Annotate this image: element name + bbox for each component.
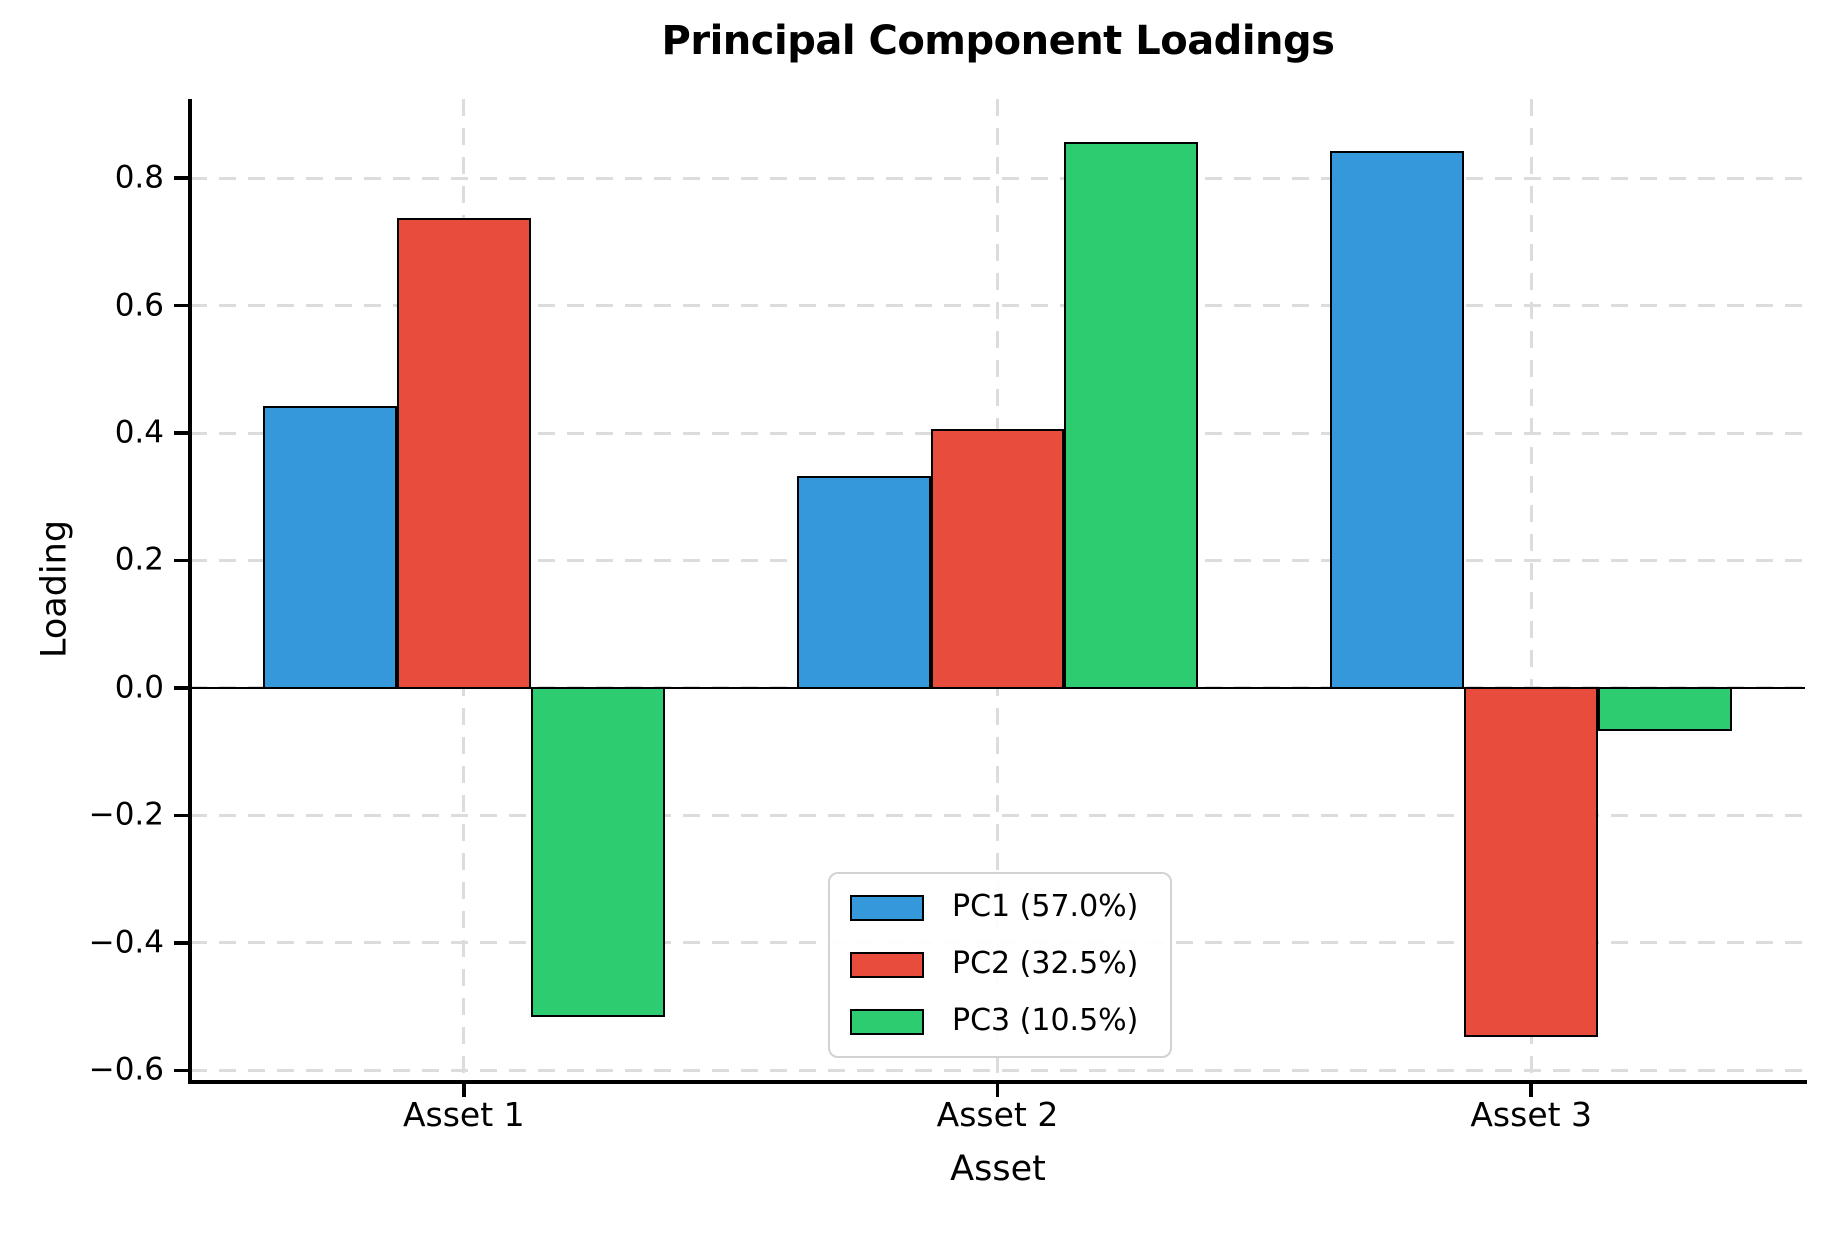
bar-pc1-asset-1 <box>262 406 397 690</box>
y-tick-label-0-2: 0.2 <box>114 541 164 578</box>
legend: PC1 (57.0%) PC2 (32.5%) PC3 (10.5%) <box>828 872 1172 1058</box>
legend-swatch-pc2-icon <box>850 952 924 978</box>
bar-pc1-asset-3 <box>1330 151 1465 690</box>
y-tick-mark-0-6 <box>174 1068 189 1073</box>
y-tick-label-0-2: −0.2 <box>88 796 164 833</box>
x-tick-mark-asset-1 <box>462 1083 466 1097</box>
bar-pc2-asset-3 <box>1464 686 1599 1037</box>
bar-pc3-asset-2 <box>1064 141 1199 690</box>
y-tick-label-0-6: −0.6 <box>88 1051 164 1088</box>
legend-swatch-pc3-icon <box>850 1008 924 1035</box>
y-tick-label-0-0: 0.0 <box>114 669 164 706</box>
x-tick-label-asset-3: Asset 3 <box>1470 1095 1593 1134</box>
y-tick-mark-0-2 <box>174 813 189 818</box>
chart-title: Principal Component Loadings <box>661 18 1335 64</box>
y-tick-mark-0-6 <box>174 303 189 308</box>
y-tick-label-0-4: −0.4 <box>88 924 164 961</box>
y-axis-spine <box>188 99 192 1083</box>
gridline-x-asset-3 <box>1529 99 1533 1080</box>
y-tick-label-0-4: 0.4 <box>114 414 164 451</box>
y-tick-label-0-8: 0.8 <box>114 159 164 196</box>
bar-pc1-asset-2 <box>796 476 931 690</box>
y-tick-mark-0-2 <box>174 558 189 563</box>
x-tick-label-asset-1: Asset 1 <box>402 1095 525 1134</box>
x-axis-spine <box>188 1080 1807 1084</box>
bar-pc2-asset-2 <box>930 428 1065 690</box>
y-tick-mark-0-4 <box>174 941 189 945</box>
legend-label-pc1: PC1 (57.0%) <box>952 889 1139 925</box>
y-axis-label: Loading <box>34 519 75 659</box>
y-tick-label-0-6: 0.6 <box>114 287 164 324</box>
plot-area: 0.8 0.6 0.4 0.2 0.0 −0.2 −0.4 −0.6 Asset 1 Asset … <box>89 99 1807 1131</box>
x-axis-label: Asset <box>950 1149 1046 1189</box>
legend-row-pc1: PC1 (57.0%) <box>850 880 1150 937</box>
legend-label-pc3: PC3 (10.5%) <box>952 1002 1139 1038</box>
x-tick-mark-asset-2 <box>995 1083 1000 1097</box>
legend-label-pc2: PC2 (32.5%) <box>952 946 1139 981</box>
y-tick-mark-0-8 <box>174 176 189 180</box>
bar-pc2-asset-1 <box>396 218 531 690</box>
legend-row-pc3: PC3 (10.5%) <box>850 993 1150 1050</box>
y-tick-mark-0-4 <box>174 431 189 435</box>
bar-pc3-asset-3 <box>1598 686 1733 731</box>
legend-row-pc2: PC2 (32.5%) <box>850 937 1150 994</box>
bar-pc3-asset-1 <box>530 686 665 1018</box>
y-tick-mark-0-0 <box>174 686 189 690</box>
legend-swatch-pc1-icon <box>850 895 924 922</box>
x-tick-mark-asset-3 <box>1529 1083 1533 1097</box>
x-tick-label-asset-2: Asset 2 <box>936 1095 1059 1134</box>
